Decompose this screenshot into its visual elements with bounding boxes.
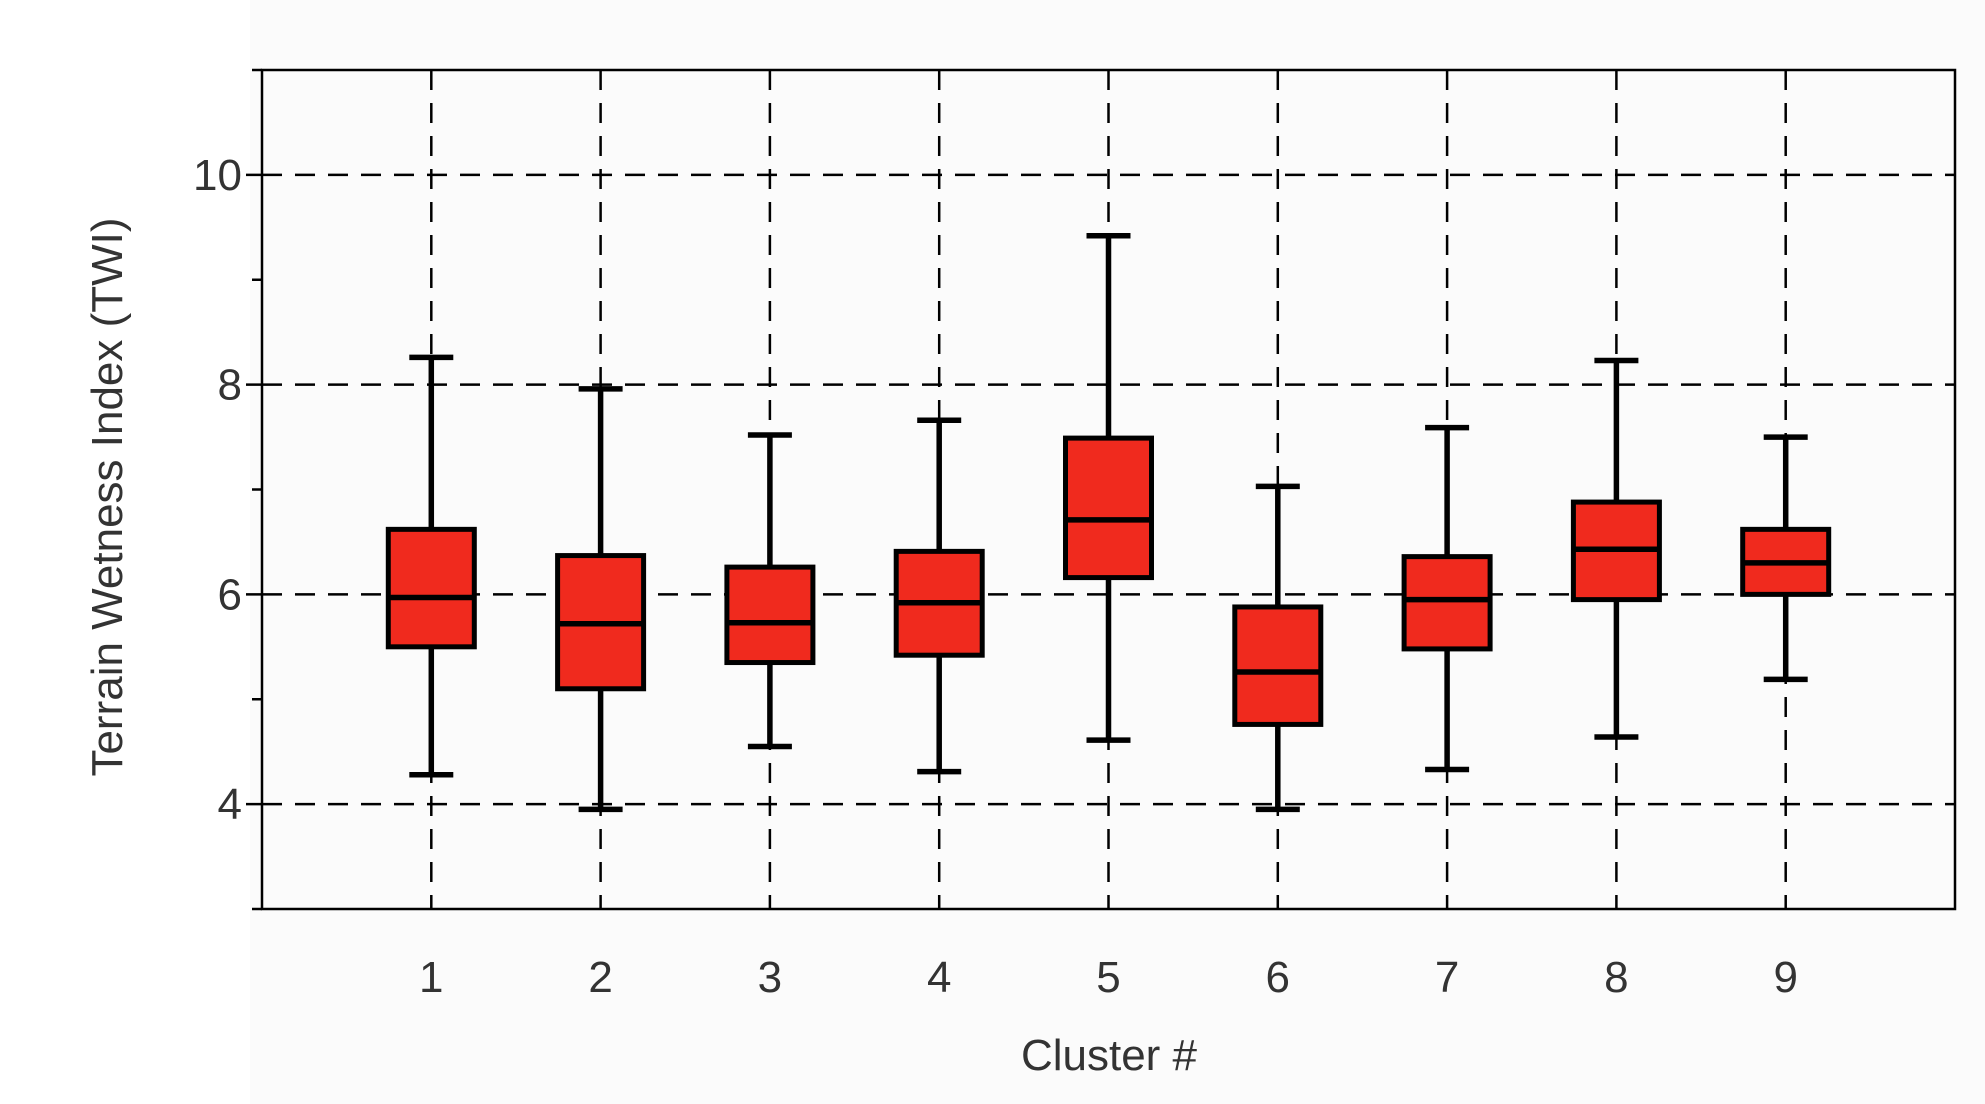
x-tick-label: 6: [1266, 953, 1290, 1002]
iqr-box: [1232, 604, 1324, 727]
x-tick-label: 2: [588, 953, 612, 1002]
box-series: [385, 232, 1832, 813]
box-cluster-9: [1740, 434, 1832, 683]
x-tick-label: 4: [927, 953, 951, 1002]
y-tick-label: 6: [218, 570, 242, 619]
iqr-box: [1063, 435, 1154, 581]
x-axis-label: Cluster #: [1021, 1031, 1198, 1080]
x-tick-label: 3: [758, 953, 782, 1002]
box-cluster-7: [1401, 424, 1493, 773]
box-cluster-1: [385, 354, 477, 778]
y-tick-label: 8: [218, 361, 242, 410]
box-cluster-2: [555, 386, 647, 813]
x-tick-label: 9: [1773, 953, 1797, 1002]
y-tick-label: 10: [193, 151, 242, 200]
y-axis-label: Terrain Wetness Index (TWI): [83, 217, 132, 776]
box-cluster-8: [1570, 357, 1662, 740]
box-cluster-3: [724, 432, 816, 750]
box-cluster-6: [1232, 483, 1324, 813]
x-tick-label: 5: [1096, 953, 1120, 1002]
box-cluster-5: [1063, 232, 1154, 743]
x-tick-label: 7: [1435, 953, 1459, 1002]
x-tick-label: 1: [419, 953, 443, 1002]
box-cluster-4: [893, 417, 985, 775]
y-tick-label: 4: [218, 780, 242, 829]
x-tick-label: 8: [1604, 953, 1628, 1002]
iqr-box: [385, 526, 477, 650]
iqr-box: [724, 564, 816, 666]
iqr-box: [1401, 554, 1493, 652]
x-axis: 1 2 3 4 5 6 7 8 9: [419, 953, 1798, 1002]
y-axis: 4 6 8 10: [193, 68, 262, 911]
